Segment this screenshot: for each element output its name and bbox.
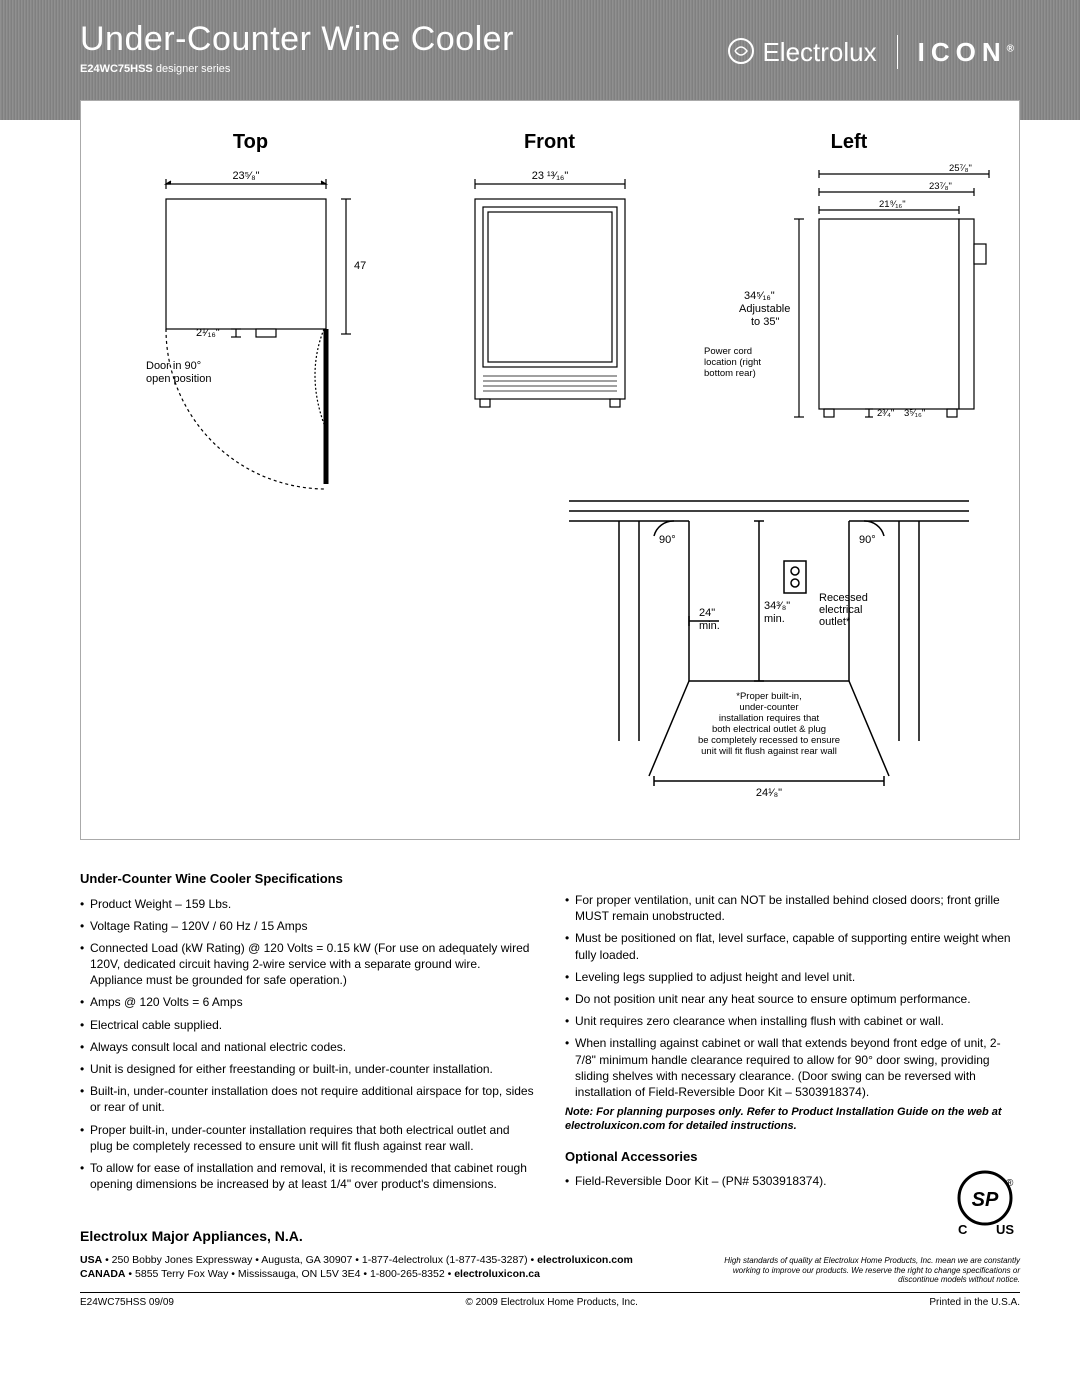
spec-item: Connected Load (kW Rating) @ 120 Volts =… [80,940,535,989]
specs-left-list: Product Weight – 159 Lbs. Voltage Rating… [80,896,535,1193]
spec-item: Always consult local and national electr… [80,1039,535,1055]
spec-item: For proper ventilation, unit can NOT be … [565,892,1020,924]
series-label: designer series [156,63,231,75]
outlet2: electrical [819,604,862,616]
csa-logo: SP ® C US [950,1168,1020,1238]
spec-item: Unit requires zero clearance when instal… [565,1013,1020,1029]
n6: unit will fit flush against rear wall [701,746,837,757]
outlet1: Recessed [819,592,868,604]
diagram-box: Top [80,100,1020,840]
specs-left-col: Under-Counter Wine Cooler Specifications… [80,870,535,1198]
left-h2: Adjustable [739,303,790,315]
view-row: Top [101,131,999,494]
left-title: Left [699,131,999,154]
top-handle-dim: 2¹⁄₁₆" [196,327,220,339]
spec-item: Must be positioned on flat, level surfac… [565,930,1020,962]
cut-bottom: 24¹⁄₈" [756,787,782,799]
top-depth-dim: 47" [354,260,366,272]
page-body: Top [0,100,1080,1338]
planning-note: Note: For planning purposes only. Refer … [565,1106,1020,1134]
left-h1: 34⁵⁄₁₆" [744,290,775,302]
footer-title: Electrolux Major Appliances, N.A. [80,1228,1020,1244]
svg-text:C: C [958,1222,968,1237]
foot1: 2³⁄₄" [877,408,894,419]
spec-item: Do not position unit near any heat sourc… [565,991,1020,1007]
spec-item: Electrical cable supplied. [80,1017,535,1033]
angle-r: 90° [859,534,876,546]
cut-ws: min. [699,620,720,632]
footer-left: E24WC75HSS 09/09 [80,1297,174,1308]
icon-logo: ICON® [918,37,1020,68]
footer-rule [80,1292,1020,1293]
footer-bottom: E24WC75HSS 09/09 © 2009 Electrolux Home … [80,1297,1020,1308]
cut-w: 24" [699,607,715,619]
left-view: Left [699,131,999,494]
brand-block: Electrolux ICON® [727,35,1020,69]
top-view: Top [101,131,400,494]
cord1: Power cord [704,346,752,357]
electrolux-logo: Electrolux [727,37,876,68]
front-title: Front [400,131,699,154]
top-view-svg: 23⁵⁄₈" 47" 2¹⁄₁₆" Door in 90° open posit… [136,164,366,494]
spec-item: Amps @ 120 Volts = 6 Amps [80,994,535,1010]
top-width-dim: 23⁵⁄₈" [232,170,259,182]
spec-item: Unit is designed for either freestanding… [80,1061,535,1077]
door-label2: open position [146,373,211,385]
spec-item: Voltage Rating – 120V / 60 Hz / 15 Amps [80,918,535,934]
footer: SP ® C US Electrolux Major Appliances, N… [80,1228,1020,1308]
specs-right-col: For proper ventilation, unit can NOT be … [565,870,1020,1198]
front-view: Front [400,131,699,494]
outlet3: outlet* [819,616,851,628]
door-label1: Door in 90° [146,360,201,372]
brand-divider [897,35,898,69]
cut-hs: min. [764,613,785,625]
spec-item: To allow for ease of installation and re… [80,1160,535,1192]
n3: installation requires that [719,713,820,724]
left-top-dim: 25⁷⁄₈" [949,164,972,174]
specs-right-list: For proper ventilation, unit can NOT be … [565,892,1020,1100]
angle-l: 90° [659,534,676,546]
footer-right: Printed in the U.S.A. [929,1297,1020,1308]
spec-item: Product Weight – 159 Lbs. [80,896,535,912]
cutout-view: 90° 90° 24" min. 34³⁄₈" min. Recessed el… [559,481,979,821]
specs-heading: Under-Counter Wine Cooler Specifications [80,870,535,888]
n4: both electrical outlet & plug [712,724,826,735]
specs-section: Under-Counter Wine Cooler Specifications… [80,870,1020,1198]
n1: *Proper built-in, [736,691,801,702]
disclaimer: High standards of quality at Electrolux … [700,1256,1020,1284]
cord2: location (right [704,357,761,368]
cut-h: 34³⁄₈" [764,600,790,612]
left-view-svg: 25⁷⁄₈" 23⁷⁄₈" 21⁹⁄₁₆" 34⁵⁄₁₆" Adjustable… [699,164,999,444]
top-title: Top [101,131,400,154]
svg-text:®: ® [1006,1178,1014,1189]
left-inner-dim: 21⁹⁄₁₆" [879,199,906,210]
foot2: 3⁵⁄₁₆" [904,408,925,419]
cutout-svg: 90° 90° 24" min. 34³⁄₈" min. Recessed el… [559,481,979,821]
spec-item: When installing against cabinet or wall … [565,1035,1020,1100]
front-view-svg: 23 ¹³⁄₁₆" [450,164,650,424]
cord3: bottom rear) [704,368,756,379]
accessories-heading: Optional Accessories [565,1148,1020,1166]
n5: be completely recessed to ensure [698,735,840,746]
svg-text:US: US [996,1222,1014,1237]
left-h3: to 35" [751,316,779,328]
front-width-dim: 23 ¹³⁄₁₆" [531,170,568,182]
spec-item: Proper built-in, under-counter installat… [80,1122,535,1154]
spec-item: Built-in, under-counter installation doe… [80,1083,535,1115]
footer-center: © 2009 Electrolux Home Products, Inc. [465,1297,637,1308]
svg-text:SP: SP [972,1189,999,1211]
left-mid-dim: 23⁷⁄₈" [929,181,952,192]
n2: under-counter [739,702,798,713]
model-number: E24WC75HSS [80,63,153,75]
spec-item: Leveling legs supplied to adjust height … [565,969,1020,985]
